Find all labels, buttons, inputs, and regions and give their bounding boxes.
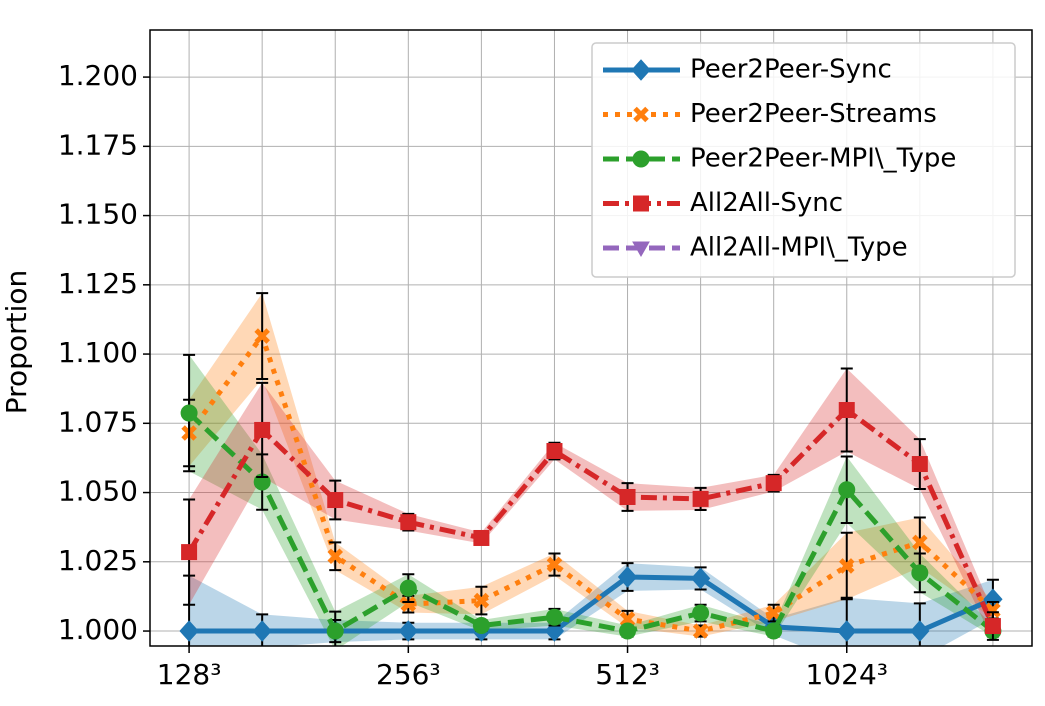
legend-frame: [591, 42, 1016, 278]
marker: [838, 558, 855, 574]
marker: [546, 556, 563, 573]
y-tick-label: 1.175: [58, 128, 138, 161]
marker: [692, 623, 709, 639]
x-tick-label: 512³: [595, 658, 660, 691]
plot-frame: [149, 29, 1033, 647]
marker: [631, 59, 651, 81]
marker: [180, 404, 198, 422]
series-line: [187, 330, 995, 634]
marker: [632, 241, 650, 258]
marker: [619, 622, 637, 640]
marker: [633, 195, 649, 212]
y-tick-label: 1.025: [58, 544, 138, 577]
legend-label: All2All-Sync: [690, 188, 843, 218]
marker: [327, 492, 344, 509]
marker: [619, 488, 636, 505]
x-tick-label: 128³: [157, 658, 222, 691]
marker: [545, 608, 563, 626]
marker: [472, 617, 490, 635]
error-band: [189, 293, 993, 637]
marker: [690, 567, 711, 590]
x-tick-label: 256³: [376, 658, 441, 691]
legend-label: Peer2Peer-Sync: [690, 55, 892, 85]
y-tick-label: 1.150: [58, 198, 138, 231]
marker: [912, 534, 928, 551]
marker: [838, 481, 856, 499]
marker: [326, 622, 344, 640]
legend-label: Peer2Peer-MPI\_Type: [690, 144, 956, 174]
marker: [254, 328, 270, 344]
plot: [179, 292, 1003, 646]
y-tick-label: 1.100: [58, 336, 138, 369]
marker: [181, 544, 198, 561]
marker: [473, 529, 490, 546]
marker: [765, 622, 783, 640]
marker: [911, 564, 929, 582]
marker: [252, 620, 272, 642]
y-tick-label: 1.000: [58, 613, 138, 646]
y-tick-label: 1.200: [58, 59, 138, 92]
marker: [692, 490, 709, 507]
marker: [838, 402, 855, 419]
marker: [473, 592, 490, 609]
marker: [692, 604, 710, 622]
y-axis-label: Proportion: [0, 270, 33, 414]
marker: [765, 475, 782, 492]
series-line: [189, 574, 994, 634]
marker: [837, 620, 857, 642]
y-tick-label: 1.075: [58, 405, 138, 438]
legend-label: All2All-MPI\_Type: [690, 233, 908, 263]
marker: [765, 605, 782, 621]
marker: [633, 106, 649, 123]
y-tick-label: 1.050: [58, 475, 138, 508]
x-tick-label: 1024³: [806, 658, 888, 691]
marker: [617, 566, 638, 588]
series-line: [187, 411, 995, 635]
marker: [254, 421, 271, 438]
marker: [984, 618, 1001, 635]
marker: [400, 514, 417, 531]
marker: [911, 456, 928, 473]
marker: [398, 620, 418, 642]
error-band: [189, 354, 993, 646]
marker: [400, 596, 417, 612]
marker: [910, 620, 930, 642]
y-tick-label: 1.125: [58, 267, 138, 300]
legend-label: Peer2Peer-Streams: [690, 99, 937, 129]
legend: Peer2Peer-Sync Peer2Peer-Streams Peer2Peer…: [591, 42, 1016, 278]
marker: [619, 611, 636, 627]
marker: [632, 150, 650, 168]
marker: [546, 443, 563, 460]
marker: [327, 548, 344, 565]
series-line: [186, 406, 996, 628]
marker: [179, 620, 199, 642]
marker: [399, 579, 417, 597]
